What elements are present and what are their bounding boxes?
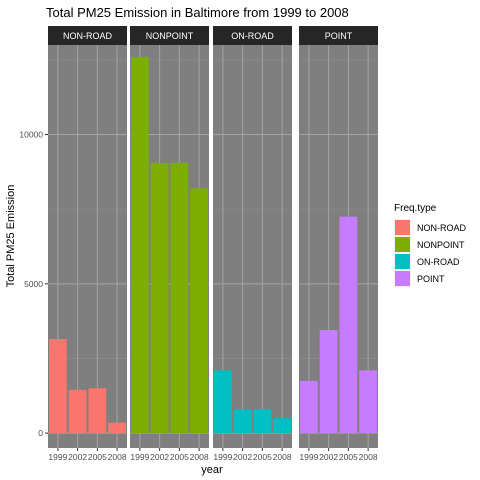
bar-non-road-2008	[108, 422, 127, 434]
facet-strip-label: NONPOINT	[146, 31, 194, 41]
facet-strip	[130, 26, 209, 45]
bar-point-2002	[319, 330, 338, 434]
legend-title: Freq.type	[394, 203, 437, 214]
x-tick-label: 2005	[88, 452, 107, 462]
bar-on-road-2008	[273, 418, 292, 434]
facet-strip-label: NON-ROAD	[63, 31, 112, 41]
x-tick-label: 2008	[108, 452, 127, 462]
y-tick-label: 5000	[24, 279, 43, 289]
legend-key-point	[395, 271, 410, 286]
x-tick-label: 2002	[68, 452, 87, 462]
facet-panel-point: POINT	[299, 26, 378, 448]
y-tick-label: 0	[38, 428, 43, 438]
legend-key-on-road	[395, 254, 410, 269]
x-tick-label: 2008	[359, 452, 378, 462]
x-tick-label: 2008	[273, 452, 292, 462]
facet-strip	[299, 26, 378, 45]
bar-point-1999	[299, 380, 318, 434]
chart-title: Total PM25 Emission in Baltimore from 19…	[46, 5, 349, 20]
bar-non-road-1999	[48, 339, 67, 434]
bar-on-road-2005	[253, 409, 272, 434]
legend-label: POINT	[417, 274, 445, 284]
legend-label: NONPOINT	[417, 240, 465, 250]
x-axis-label: year	[201, 464, 223, 476]
facet-strip-label: POINT	[325, 31, 353, 41]
facet-panels: NON-ROAD NONPOINT ON-ROAD POINT	[48, 26, 378, 448]
x-tick-label: 2005	[339, 452, 358, 462]
bar-nonpoint-2008	[190, 188, 209, 434]
legend-label: NON-ROAD	[417, 223, 466, 233]
bar-point-2005	[339, 216, 358, 434]
facet-strip	[213, 26, 292, 45]
x-tick-label: 1999	[130, 452, 149, 462]
x-axis: 1999 2002 2005 2008 1999 2002 2005 2008 1999 2002…	[48, 448, 378, 462]
bar-point-2008	[359, 370, 378, 434]
bar-nonpoint-2005	[170, 162, 189, 434]
x-tick-label: 2005	[170, 452, 189, 462]
bar-nonpoint-1999	[130, 56, 149, 434]
bar-nonpoint-2002	[150, 162, 169, 434]
facet-panel-non-road: NON-ROAD	[48, 26, 127, 448]
y-tick-label: 10000	[19, 130, 43, 140]
y-axis-label: Total PM25 Emission	[5, 185, 17, 288]
facet-panel-nonpoint: NONPOINT	[130, 26, 209, 448]
y-axis: 0 5000 10000	[19, 130, 48, 438]
legend-label: ON-ROAD	[417, 257, 460, 267]
legend: Freq.type NON-ROAD NONPOINT ON-ROAD POINT	[394, 203, 466, 287]
bar-on-road-2002	[233, 409, 252, 434]
x-tick-label: 2005	[253, 452, 272, 462]
bar-on-road-1999	[213, 370, 232, 434]
bar-non-road-2002	[68, 389, 87, 434]
x-tick-label: 2002	[150, 452, 169, 462]
x-tick-label: 1999	[48, 452, 67, 462]
x-tick-label: 1999	[213, 452, 232, 462]
bar-non-road-2005	[88, 388, 107, 434]
x-tick-label: 2002	[319, 452, 338, 462]
facet-strip-label: ON-ROAD	[231, 31, 274, 41]
x-tick-label: 1999	[299, 452, 318, 462]
facet-strip	[48, 26, 127, 45]
legend-key-nonpoint	[395, 237, 410, 252]
x-tick-label: 2008	[190, 452, 209, 462]
x-tick-label: 2002	[233, 452, 252, 462]
legend-key-non-road	[395, 220, 410, 235]
facet-panel-on-road: ON-ROAD	[213, 26, 292, 448]
